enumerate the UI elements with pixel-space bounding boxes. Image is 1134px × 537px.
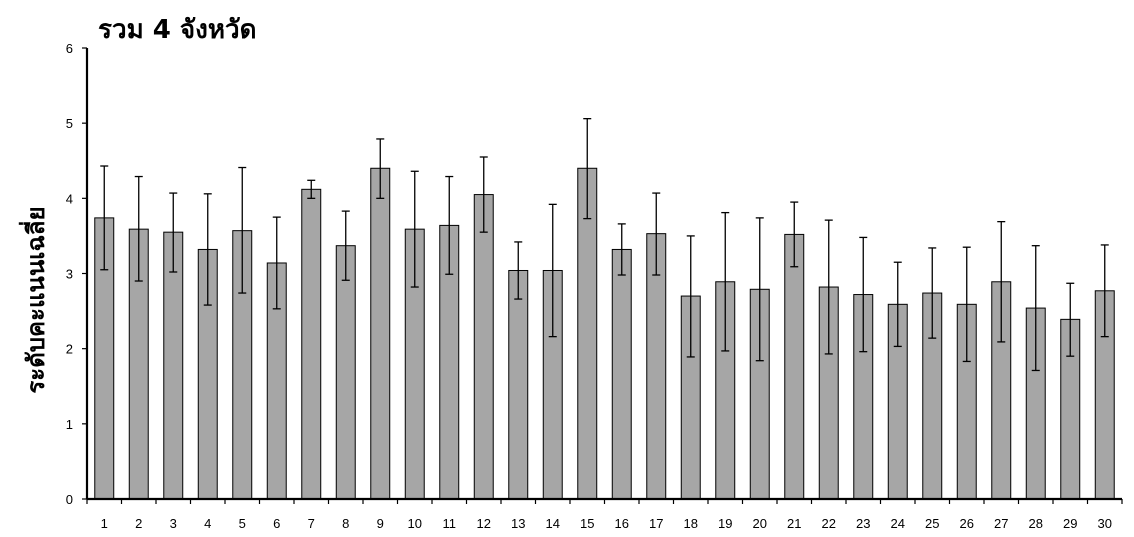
x-axis: 1 2 3 4 5 6 7 8 9 10 11 12 13 14 15 16 17 18 19 20 21 22 23 24 2… xyxy=(86,499,1123,531)
x-tick-label-3: 3 xyxy=(170,516,177,531)
x-tick-label-23: 23 xyxy=(856,516,870,531)
x-tick-label-15: 15 xyxy=(580,516,594,531)
x-tick-label-20: 20 xyxy=(753,516,767,531)
y-tick-label: 3 xyxy=(66,267,73,282)
y-tick-label: 0 xyxy=(66,492,73,507)
x-tick-label-1: 1 xyxy=(101,516,108,531)
x-tick-label-5: 5 xyxy=(239,516,246,531)
x-tick-label-26: 26 xyxy=(960,516,974,531)
x-tick-label-7: 7 xyxy=(308,516,315,531)
error-bars xyxy=(100,118,1109,372)
x-tick-label-30: 30 xyxy=(1098,516,1112,531)
x-tick-label-11: 11 xyxy=(443,516,457,531)
x-tick-label-25: 25 xyxy=(925,516,939,531)
x-tick-label-29: 29 xyxy=(1063,516,1077,531)
x-tick-label-28: 28 xyxy=(1029,516,1043,531)
x-tick-label-12: 12 xyxy=(477,516,491,531)
bars xyxy=(94,167,1115,500)
y-tick-label: 1 xyxy=(66,417,73,432)
y-axis: 0 1 2 3 4 5 6 xyxy=(66,41,87,507)
x-tick-label-24: 24 xyxy=(891,516,905,531)
bar-13 xyxy=(508,269,529,500)
y-tick-label: 6 xyxy=(66,41,73,56)
x-tick-label-19: 19 xyxy=(718,516,732,531)
bar-9 xyxy=(370,167,391,500)
x-tick-label-18: 18 xyxy=(684,516,698,531)
x-tick-label-14: 14 xyxy=(546,516,560,531)
y-tick-label: 4 xyxy=(66,191,73,206)
x-tick-label-27: 27 xyxy=(994,516,1008,531)
bar-21 xyxy=(784,233,805,500)
bar-7 xyxy=(301,188,322,500)
bar-16 xyxy=(611,248,632,500)
y-tick-label: 2 xyxy=(66,342,73,357)
chart-title: รวม 4 จังหวัด xyxy=(98,15,256,45)
y-axis-label: ระดับคะแนนเฉลี่ย xyxy=(18,206,50,393)
bar-12 xyxy=(473,194,494,500)
x-tick-label-21: 21 xyxy=(787,516,801,531)
x-tick-label-4: 4 xyxy=(204,516,211,531)
x-tick-label-9: 9 xyxy=(377,516,384,531)
x-tick-label-13: 13 xyxy=(511,516,525,531)
x-tick-label-8: 8 xyxy=(342,516,349,531)
x-tick-label-6: 6 xyxy=(273,516,280,531)
x-tick-label-10: 10 xyxy=(408,516,422,531)
bar-8 xyxy=(335,245,356,500)
x-tick-label-17: 17 xyxy=(649,516,663,531)
x-tick-label-22: 22 xyxy=(822,516,836,531)
x-tick-label-16: 16 xyxy=(615,516,629,531)
y-tick-label: 5 xyxy=(66,116,73,131)
x-tick-label-2: 2 xyxy=(135,516,142,531)
